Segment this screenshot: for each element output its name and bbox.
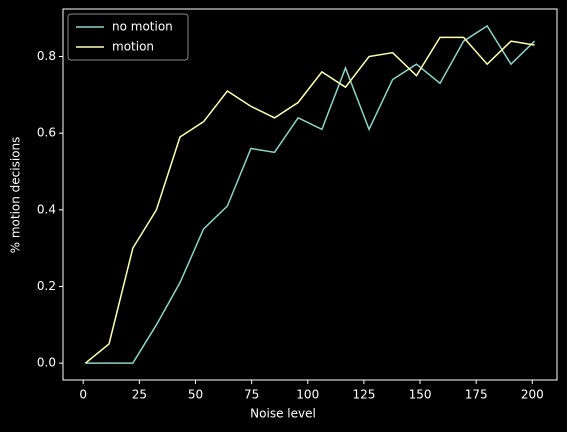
x-tick-label: 75 [244,388,259,402]
x-tick-label: 175 [465,388,488,402]
x-tick-label: 150 [409,388,432,402]
y-tick-label: 0.0 [37,356,56,370]
x-tick-label: 100 [296,388,319,402]
x-tick-label: 0 [79,388,87,402]
y-tick-label: 0.8 [37,49,56,63]
y-tick-label: 0.4 [37,202,56,216]
x-tick-label: 50 [188,388,203,402]
legend-label: motion [112,40,154,54]
x-tick-label: 200 [521,388,544,402]
axes-frame [62,8,558,381]
y-axis-label: % motion decisions [9,137,23,254]
legend-box [67,13,189,61]
x-axis-label: Noise level [250,407,316,421]
y-tick-label: 0.6 [37,126,56,140]
x-tick-label: 125 [352,388,375,402]
x-tick-label: 25 [132,388,147,402]
y-tick-label: 0.2 [37,279,56,293]
series-line [84,36,535,364]
series-line [85,24,536,364]
legend-label: no motion [112,20,173,34]
